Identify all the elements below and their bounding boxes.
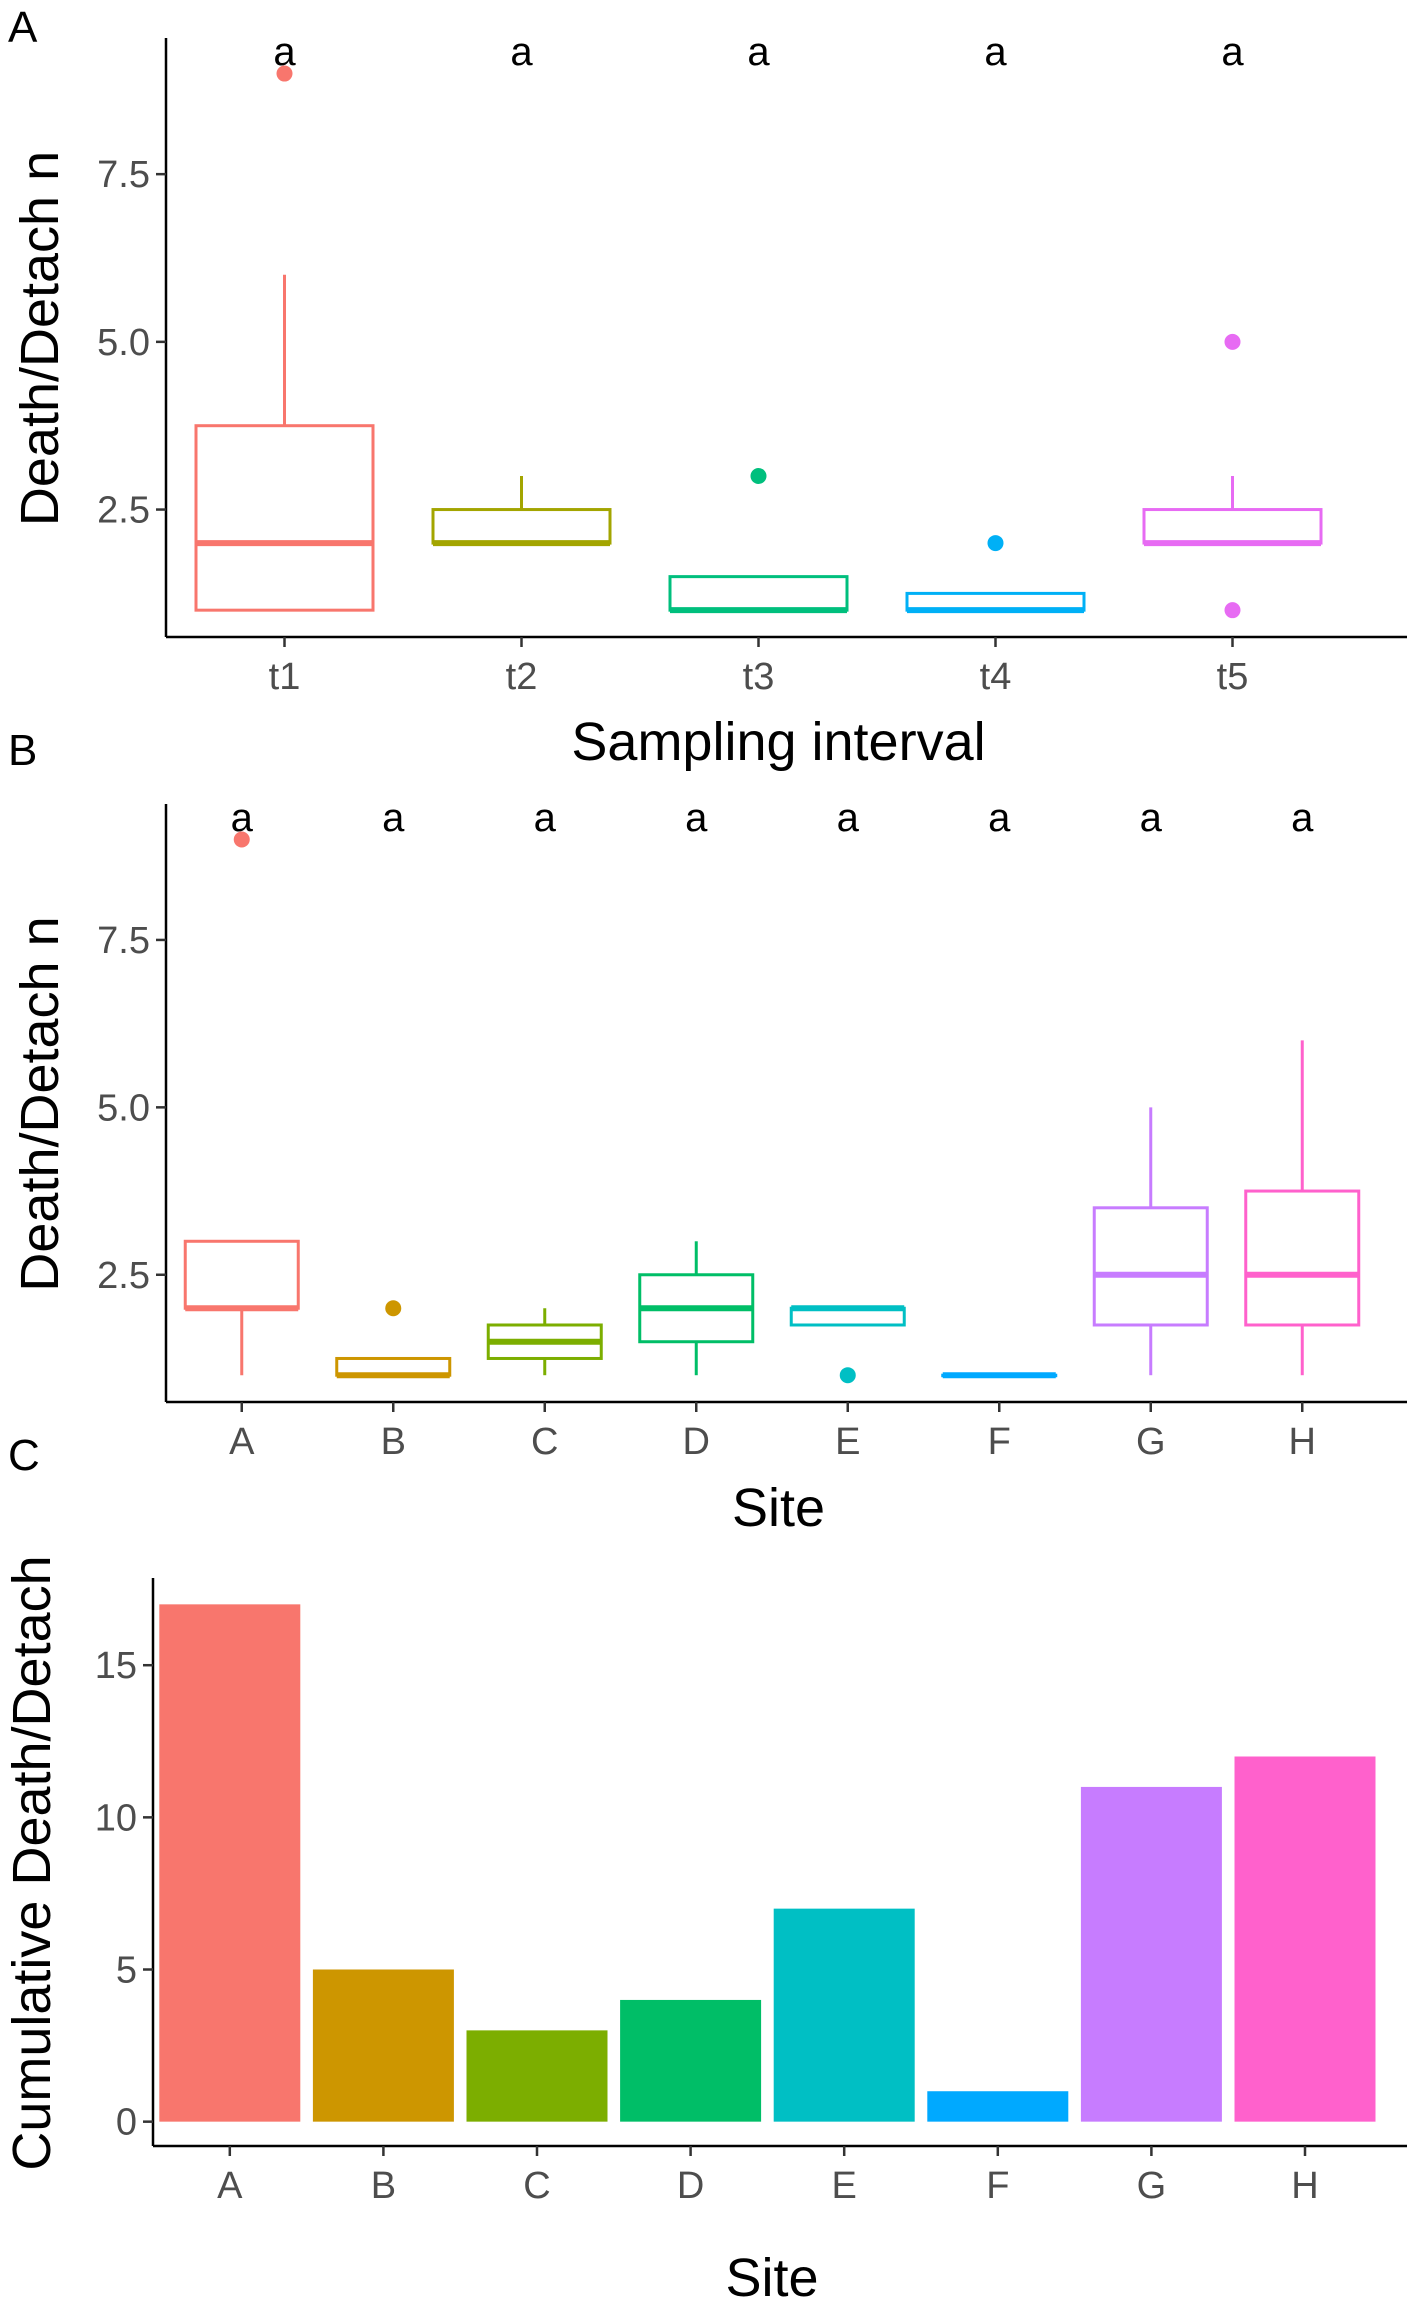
box-body — [183, 1239, 300, 1310]
x-axis-title: Sampling interval — [571, 712, 985, 772]
box-body — [431, 508, 612, 545]
x-tick-label: t1 — [269, 656, 301, 698]
outlier-point — [276, 65, 293, 82]
x-tick-label: B — [381, 1421, 406, 1463]
bar-A — [159, 1604, 301, 2122]
box-body — [1092, 1206, 1209, 1327]
x-tick-label: t3 — [743, 656, 775, 698]
bar-E — [773, 1908, 915, 2122]
y-axis-title: Cumulative Death/Detach — [2, 1555, 62, 2170]
y-tick-label: 0 — [116, 2102, 137, 2144]
y-tick-label: 7.5 — [97, 920, 150, 962]
box-t5 — [1142, 333, 1323, 619]
x-tick-label: A — [229, 1421, 255, 1463]
panel-letter: A — [8, 3, 38, 52]
bar-D — [620, 1999, 762, 2122]
x-tick-label: C — [531, 1421, 558, 1463]
significance-letter: a — [273, 30, 296, 74]
significance-letter: a — [1291, 796, 1314, 840]
significance-letter: a — [685, 796, 708, 840]
x-axis-title: Site — [725, 2248, 818, 2300]
box-body — [194, 424, 375, 612]
significance-letter: a — [837, 796, 860, 840]
y-tick-label: 15 — [95, 1645, 137, 1687]
x-tick-label: G — [1136, 1421, 1166, 1463]
box-B — [335, 1300, 452, 1379]
significance-letter: a — [1221, 30, 1244, 74]
outlier-point — [385, 1300, 402, 1317]
box-body — [668, 575, 849, 612]
box-H — [1244, 1040, 1361, 1376]
x-tick-label: E — [832, 2165, 857, 2207]
x-tick-label: F — [988, 1421, 1011, 1463]
y-tick-label: 5 — [116, 1950, 137, 1992]
x-tick-label: t2 — [506, 656, 538, 698]
box-t1 — [194, 65, 375, 612]
outlier-point — [750, 468, 767, 485]
box-C — [486, 1308, 603, 1376]
y-axis-title: Death/Detach n — [10, 151, 70, 526]
bar-C — [466, 2030, 608, 2122]
y-tick-label: 2.5 — [97, 1255, 150, 1297]
box-t3 — [668, 468, 849, 614]
outlier-point — [839, 1367, 856, 1384]
x-tick-label: t4 — [980, 656, 1012, 698]
box-A — [183, 831, 300, 1376]
x-tick-label: H — [1289, 1421, 1316, 1463]
box-t2 — [431, 476, 612, 547]
box-body — [1142, 508, 1323, 545]
significance-letter: a — [988, 796, 1011, 840]
x-tick-label: A — [217, 2165, 243, 2207]
panel-letter: C — [8, 1431, 40, 1480]
x-axis-title: Site — [732, 1478, 825, 1538]
x-tick-label: C — [523, 2165, 550, 2207]
outlier-point — [987, 535, 1004, 552]
x-tick-label: G — [1137, 2165, 1167, 2207]
significance-letter: a — [984, 30, 1007, 74]
significance-letter: a — [747, 30, 770, 74]
box-body — [1244, 1189, 1361, 1327]
box-F — [941, 1372, 1058, 1379]
x-tick-label: H — [1291, 2165, 1318, 2207]
x-tick-label: B — [371, 2165, 396, 2207]
box-G — [1092, 1107, 1209, 1376]
significance-letter: a — [510, 30, 533, 74]
panel-letter: B — [8, 726, 37, 775]
y-axis-title: Death/Detach n — [10, 916, 70, 1291]
outlier-point — [1224, 333, 1241, 350]
x-tick-label: t5 — [1217, 656, 1249, 698]
y-tick-label: 5.0 — [97, 1087, 150, 1129]
y-tick-label: 2.5 — [97, 490, 150, 532]
y-tick-label: 10 — [95, 1797, 137, 1839]
x-tick-label: F — [986, 2165, 1009, 2207]
x-tick-label: D — [677, 2165, 704, 2207]
bar-H — [1234, 1756, 1376, 2122]
panel-a-boxplot-sampling-interval: A 2.5 5.0 7.5 t1 t2 t3 t4 t5 Sampling interval Dea… — [8, 3, 1407, 772]
x-tick-label: E — [835, 1421, 860, 1463]
box-t4 — [905, 535, 1086, 614]
x-tick-label: D — [683, 1421, 710, 1463]
panel-b-boxplot-site: B 2.5 5.0 7.5 A B C D E F G H Site Death/Detach n a a a a… — [8, 726, 1407, 1538]
significance-letter: a — [231, 796, 254, 840]
bar-B — [312, 1969, 454, 2122]
panel-c-barchart-cumulative: C 0 5 10 15 A B C D E F G H Site Cumulative Death/Deta… — [2, 1431, 1407, 2300]
bar-G — [1080, 1786, 1222, 2122]
outlier-point — [233, 831, 250, 848]
y-tick-label: 7.5 — [97, 154, 150, 196]
y-tick-label: 5.0 — [97, 322, 150, 364]
significance-letter: a — [382, 796, 405, 840]
box-E — [789, 1305, 906, 1384]
outlier-point — [1224, 602, 1241, 619]
bar-F — [927, 2091, 1069, 2122]
significance-letter: a — [534, 796, 557, 840]
significance-letter: a — [1140, 796, 1163, 840]
box-D — [638, 1241, 755, 1376]
